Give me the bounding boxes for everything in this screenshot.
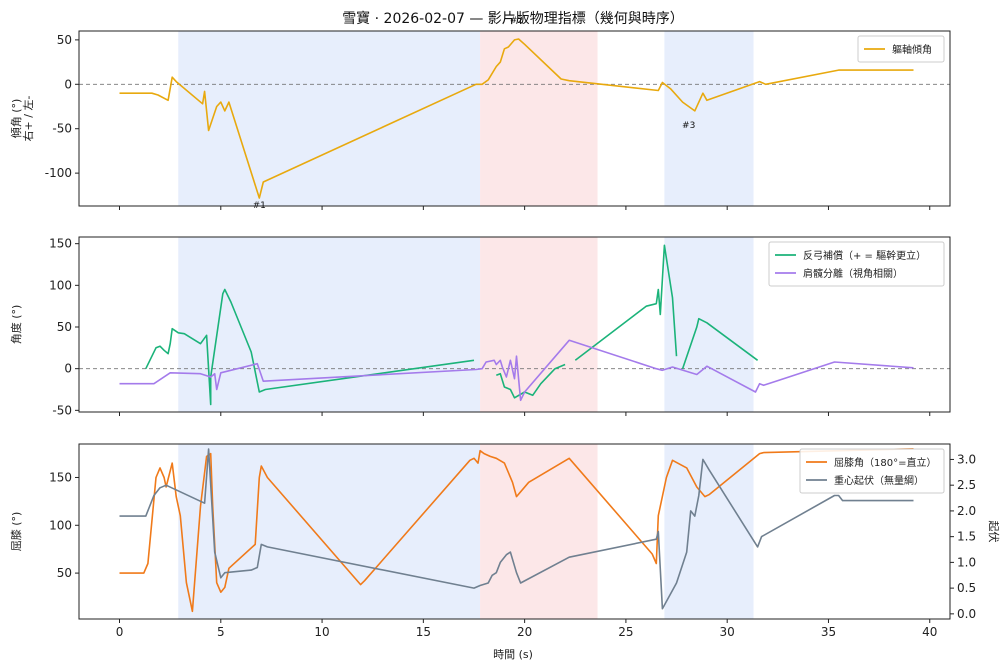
series-line-counter [574,244,678,361]
y-tick-label: 100 [49,278,72,292]
y-tick-label: 0 [64,77,72,91]
shaded-band-blue [178,31,481,206]
shaded-band-blue [664,444,754,619]
series-line-tilt [119,38,914,199]
y-axis-label: 角度 (°) [9,305,23,345]
shaded-band-red [480,237,598,412]
y-tick-label: -50 [52,403,72,417]
legend-entry: 反弓補償（+ = 驅幹更立） [803,249,926,262]
y-tick-label: 150 [49,470,72,484]
shaded-band-blue [178,237,481,412]
legend-entry: 重心起伏（無量綱） [834,474,924,487]
plot-frame [78,236,951,413]
y2-tick-label: 2.0 [957,504,976,518]
x-tick-label: 35 [821,625,836,639]
x-tick-label: 30 [720,625,735,639]
legend-box [857,35,945,63]
chart-title: 雪寶 · 2026-02-07 — 影片版物理指標（幾何與時序） [342,11,684,27]
panel-bottom-knee-com: 0 5 10 15 20 25 30 35 40 150 100 50 屈膝 (°) 3.0 2.5 2.0 1… [10,443,1001,639]
y2-tick-label: 1.0 [957,555,976,569]
y-axis-label: 傾角 (°) [9,99,23,139]
x-tick-label: 10 [314,625,329,639]
y-tick-label: 100 [49,518,72,532]
series-line-knee [119,448,914,613]
y2-tick-label: 1.5 [957,530,976,544]
y2-tick-label: 0.0 [957,607,976,621]
x-axis-label: 時間 (s) [493,648,533,661]
y-tick-label: -100 [45,166,72,180]
series-line-counter [145,288,475,406]
event-annotation: #3 [682,121,695,131]
legend-entry: 屈膝角（180°=直立） [834,456,936,469]
shaded-band-blue [178,444,481,619]
legend: 軀軸傾角 [857,35,945,63]
y-tick-label: 50 [57,320,72,334]
shaded-band-red [480,444,598,619]
y-tick-label: 0 [64,362,72,376]
y-tick-label: 50 [57,33,72,47]
series-line-counter [681,317,759,369]
y-axis-label: 右+ / 左- [21,96,35,142]
shaded-band-red [480,31,598,206]
y-tick-label: 150 [49,237,72,251]
legend-entry: 肩髖分離（視角相關） [803,267,903,280]
x-tick-label: 0 [116,625,124,639]
y2-tick-label: 2.5 [957,478,976,492]
x-tick-label: 5 [217,625,225,639]
x-tick-label: 15 [416,625,431,639]
x-tick-label: 20 [517,625,532,639]
plot-frame [78,30,951,207]
legend-box [799,448,945,494]
y-tick-label: -50 [52,122,72,136]
x-tick-label: 40 [922,625,937,639]
x-tick-label: 25 [618,625,633,639]
series-line-separation [119,339,914,402]
event-annotation: #1 [253,201,266,211]
y2-tick-label: 0.5 [957,581,976,595]
y2-axis-label: 起伏 [987,521,1001,543]
panel-top-tilt: 50 0 -50 -100 傾角 (°) 右+ / 左- #1 #2 #3 軀軸傾角 [9,16,951,211]
plot-frame [78,443,951,620]
legend: 反弓補償（+ = 驅幹更立） 肩髖分離（視角相關） [768,241,945,287]
event-annotation: #2 [510,16,523,26]
legend-box [768,241,945,287]
y-tick-label: 50 [57,566,72,580]
series-line-com [119,448,914,610]
panel-middle-angles: 150 100 50 0 -50 角度 (°) 反弓補償（+ = 驅幹更立） 肩髖分離（視角相… [9,236,951,417]
shaded-band-blue [664,31,754,206]
legend: 屈膝角（180°=直立） 重心起伏（無量綱） [799,448,945,494]
y-axis-label: 屈膝 (°) [10,512,23,552]
y2-tick-label: 3.0 [957,452,976,466]
legend-entry: 軀軸傾角 [892,43,932,56]
